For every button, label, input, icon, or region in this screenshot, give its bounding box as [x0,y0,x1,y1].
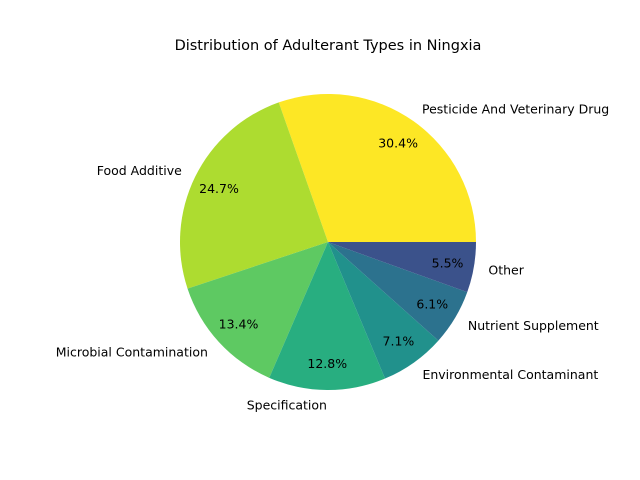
pie-category-label: Pesticide And Veterinary Drug [422,102,609,117]
pie-slice [328,242,476,293]
pie-percent-label: 5.5% [432,255,464,270]
pie-category-label: Environmental Contaminant [422,367,598,382]
pie-percent-label: 13.4% [219,316,259,331]
pie-category-label: Microbial Contamination [56,344,208,359]
pie-slice [328,242,439,379]
pie-percent-label: 12.8% [307,356,347,371]
pie-slice [328,242,468,341]
pie-percent-label: 24.7% [199,181,239,196]
pie-slice [187,242,328,378]
pie-category-label: Specification [247,397,327,412]
pie-slice [269,242,386,391]
pie-category-label: Food Additive [97,163,182,178]
pie-category-label: Nutrient Supplement [468,318,599,333]
pie-percent-label: 7.1% [383,333,415,348]
pie-slices [180,94,476,391]
pie-percent-label: 6.1% [416,297,448,312]
chart-title: Distribution of Adulterant Types in Ning… [175,38,482,54]
pie-slice [278,94,476,242]
pie-slice [180,102,328,289]
pie-labels: 30.4% Pesticide And Veterinary Drug 24.7% F… [56,102,609,413]
pie-category-label: Other [488,262,524,277]
pie-percent-label: 30.4% [378,135,418,150]
